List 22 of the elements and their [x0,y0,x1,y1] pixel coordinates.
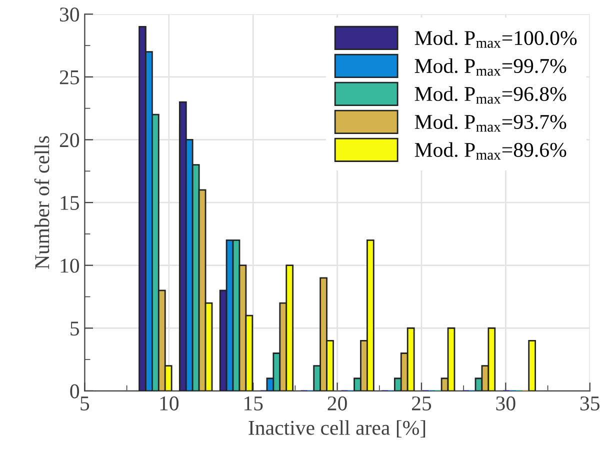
legend-label: Mod. P$_{max}$=89.6% [414,142,566,160]
x-tick-label: 20 [328,396,347,410]
y-tick-label: 20 [60,133,80,148]
y-tick-label: 0 [70,384,80,398]
legend-label: Mod. P$_{max}$=96.8% [414,86,566,104]
x-tick-label: 10 [160,396,179,410]
y-tick-label: 30 [60,8,80,22]
legend-label: Mod. P$_{max}$=99.7% [414,58,566,76]
x-tick-label: 35 [580,396,600,410]
x-tick-label: 5 [80,396,90,410]
x-axis-title: Inactive cell area [%] [248,420,426,438]
x-tick-label: 30 [496,396,516,410]
x-tick-label: 25 [412,396,432,410]
legend-label: Mod. P$_{max}$=93.7% [414,114,566,132]
bar [528,340,536,391]
y-tick-label: 5 [70,322,80,336]
y-tick-label: 10 [60,258,80,273]
x-tick-label: 15 [244,396,263,410]
y-tick-label: 15 [60,196,80,210]
y-axis-title: Number of cells [34,136,50,270]
legend-label: Mod. P$_{max}$=100.0% [414,30,577,48]
y-tick-label: 25 [60,70,80,84]
